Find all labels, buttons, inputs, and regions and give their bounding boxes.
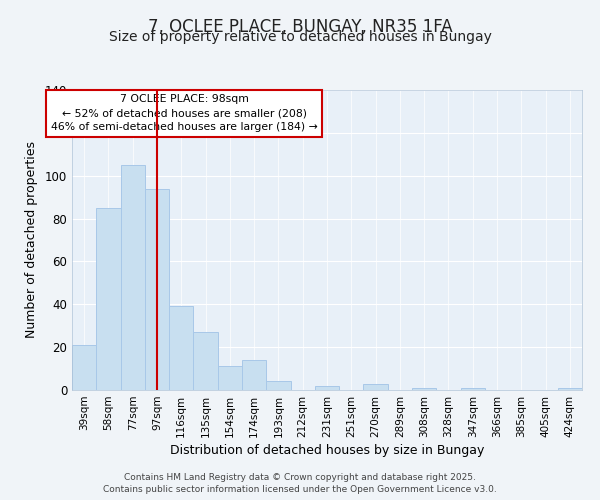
Bar [96, 208, 121, 390]
Bar [193, 332, 218, 390]
Bar [315, 386, 339, 390]
Text: 7 OCLEE PLACE: 98sqm
← 52% of detached houses are smaller (208)
46% of semi-deta: 7 OCLEE PLACE: 98sqm ← 52% of detached h… [51, 94, 317, 132]
Y-axis label: Number of detached properties: Number of detached properties [25, 142, 38, 338]
Bar [242, 360, 266, 390]
Bar [218, 366, 242, 390]
Bar [412, 388, 436, 390]
Text: Contains HM Land Registry data © Crown copyright and database right 2025.: Contains HM Land Registry data © Crown c… [124, 472, 476, 482]
Bar [461, 388, 485, 390]
Bar [72, 345, 96, 390]
X-axis label: Distribution of detached houses by size in Bungay: Distribution of detached houses by size … [170, 444, 484, 457]
Bar [145, 188, 169, 390]
Bar [364, 384, 388, 390]
Bar [169, 306, 193, 390]
Text: Contains public sector information licensed under the Open Government Licence v3: Contains public sector information licen… [103, 485, 497, 494]
Bar [266, 382, 290, 390]
Bar [121, 165, 145, 390]
Text: Size of property relative to detached houses in Bungay: Size of property relative to detached ho… [109, 30, 491, 44]
Text: 7, OCLEE PLACE, BUNGAY, NR35 1FA: 7, OCLEE PLACE, BUNGAY, NR35 1FA [148, 18, 452, 36]
Bar [558, 388, 582, 390]
